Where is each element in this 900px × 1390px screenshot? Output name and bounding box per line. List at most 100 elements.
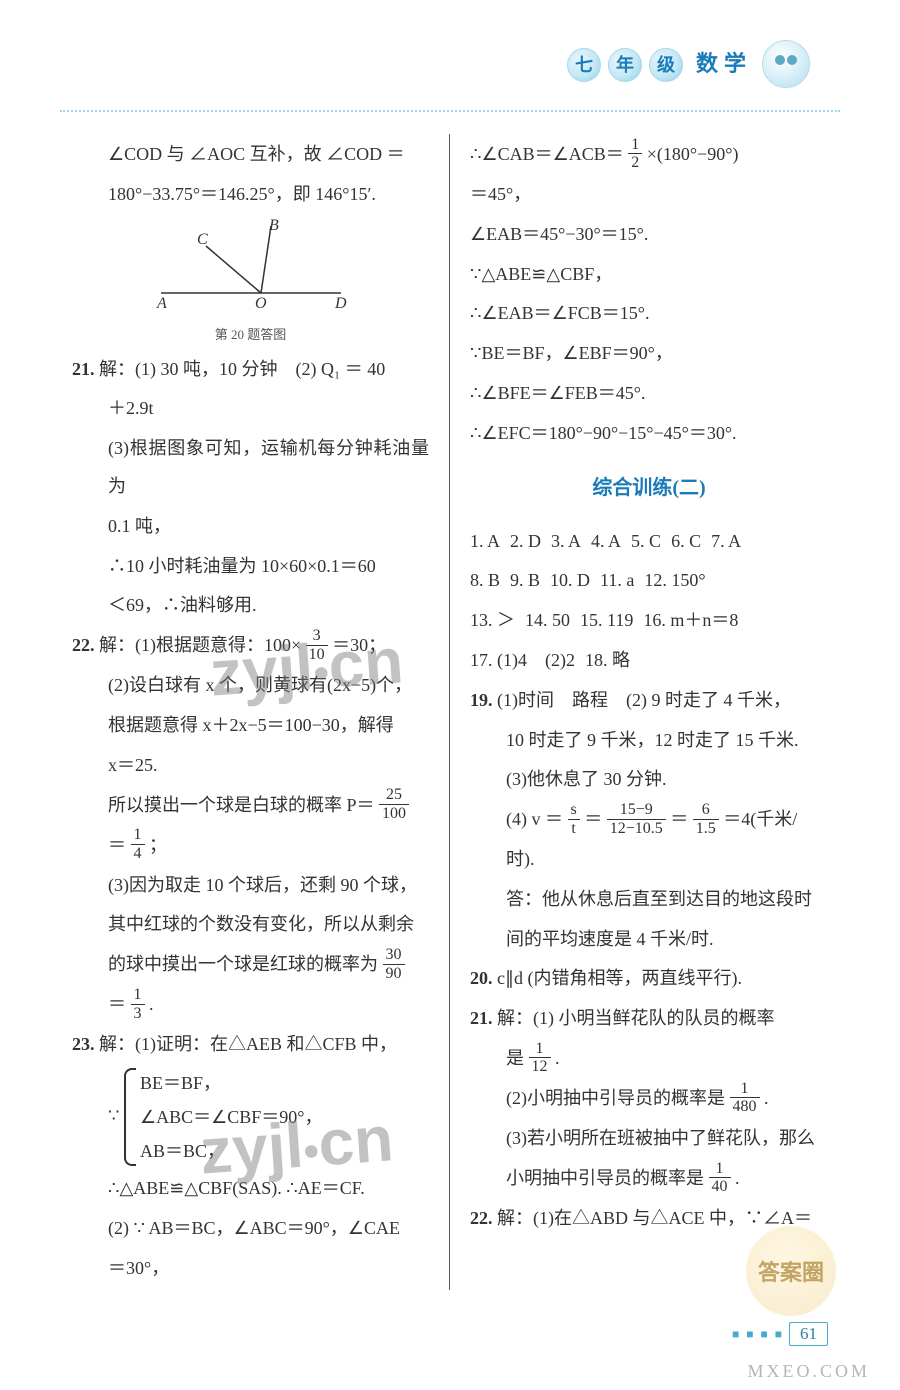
q21b: 是 112 . bbox=[470, 1040, 828, 1078]
fraction: 25100 bbox=[379, 786, 409, 822]
section-title: 综合训练(二) bbox=[470, 467, 828, 509]
text-line: 所以摸出一个球是白球的概率 P＝ bbox=[108, 795, 375, 815]
fraction: 140 bbox=[709, 1160, 731, 1196]
geometry-diagram: A C B O D 第 20 题答图 bbox=[72, 218, 429, 349]
text-line: x＝25. bbox=[72, 747, 429, 785]
fraction: 14 bbox=[131, 826, 145, 862]
text-line: ∴10 小时耗油量为 10×60×0.1＝60 bbox=[72, 548, 429, 586]
q-number: 21. bbox=[470, 1008, 493, 1028]
text-line: . bbox=[735, 1168, 740, 1188]
text-line: (3)因为取走 10 个球后，还剩 90 个球， bbox=[72, 867, 429, 905]
q-number: 23. bbox=[72, 1034, 95, 1054]
svg-text:D: D bbox=[334, 295, 347, 308]
grade-char-1: 七 bbox=[567, 48, 601, 82]
text-line: ∵BE＝BF，∠EBF＝90°， bbox=[470, 335, 828, 373]
text-line: (1)时间 路程 (2) 9 时走了 4 千米， bbox=[497, 690, 791, 710]
text-line: ∴△ABE≌△CBF(SAS). ∴AE＝CF. bbox=[72, 1170, 429, 1208]
answer-row-4: 17. (1)4 (2)218. 略 bbox=[470, 642, 828, 680]
svg-text:B: B bbox=[269, 218, 279, 234]
text-line: . bbox=[764, 1088, 769, 1108]
left-column: ∠COD 与 ∠AOC 互补，故 ∠COD ＝ 180°−33.75°＝146.… bbox=[60, 134, 450, 1290]
page-header: 七 年 级 数学 bbox=[60, 30, 840, 110]
text-line: ＝45°， bbox=[470, 176, 828, 214]
text-line: (3)他休息了 30 分钟. bbox=[470, 761, 828, 799]
diagram-caption: 第 20 题答图 bbox=[72, 321, 429, 348]
content-columns: ∠COD 与 ∠AOC 互补，故 ∠COD ＝ 180°−33.75°＝146.… bbox=[60, 134, 840, 1290]
text-line: 时). bbox=[470, 841, 828, 879]
text-line: 解：(1) 30 吨，10 分钟 (2) Q₁ ＝ 40 bbox=[99, 359, 385, 379]
text-line: ∠COD 与 ∠AOC 互补，故 ∠COD ＝ bbox=[72, 136, 429, 174]
r1: ∴∠CAB＝∠ACB＝ 12 ×(180°−90°) bbox=[470, 136, 828, 174]
fraction: 310 bbox=[306, 627, 328, 663]
grade-badge: 七 年 级 数学 bbox=[566, 46, 752, 82]
answer-row-3: 13. ＞14. 5015. 11916. m＋n＝8 bbox=[470, 602, 828, 640]
grade-char-3: 级 bbox=[649, 48, 683, 82]
cases-block: ∵ BE＝BF， ∠ABC＝∠CBF＝90°， AB＝BC， bbox=[72, 1066, 429, 1169]
grade-char-2: 年 bbox=[608, 48, 642, 82]
text-line: 是 bbox=[506, 1048, 524, 1068]
text-line: 解：(1)在△ABD 与△ACE 中，∵∠A＝ bbox=[497, 1208, 812, 1228]
q22f: ＝ 14 ； bbox=[72, 827, 429, 865]
text-line: (2)设白球有 x 个，则黄球有(2x−5)个， bbox=[72, 667, 429, 705]
text-line: ∴∠BFE＝∠FEB＝45°. bbox=[470, 375, 828, 413]
svg-text:C: C bbox=[197, 231, 208, 248]
text-line: (2)小明抽中引导员的概率是 bbox=[506, 1088, 725, 1108]
q19d: (4) v ＝ st ＝ 15−912−10.5 ＝ 61.5 ＝4(千米/ bbox=[470, 801, 828, 839]
text-line: ∠EAB＝45°−30°＝15°. bbox=[470, 216, 828, 254]
text-line: 180°−33.75°＝146.25°，即 146°15′. bbox=[72, 176, 429, 214]
text-line: (3)根据图象可知，运输机每分钟耗油量为 bbox=[72, 430, 429, 506]
mascot-icon bbox=[762, 40, 810, 88]
q22j: ＝ 13 . bbox=[72, 986, 429, 1024]
text-line: ＝4(千米/ bbox=[723, 809, 797, 829]
eq: ＝ bbox=[670, 809, 688, 829]
q20: 20. c∥d (内错角相等，两直线平行). bbox=[470, 960, 828, 998]
case-line: AB＝BC， bbox=[140, 1134, 323, 1168]
text-line: ∵△ABE≌△CBF， bbox=[470, 256, 828, 294]
fraction: 61.5 bbox=[693, 801, 719, 837]
text-line: ＜69，∴油料够用. bbox=[72, 587, 429, 625]
text-line: ＝30； bbox=[332, 635, 386, 655]
q22i: 的球中摸出一个球是红球的概率为 3090 bbox=[72, 946, 429, 984]
svg-text:O: O bbox=[255, 295, 267, 308]
answer-row-1: 1. A2. D3. A4. A5. C6. C7. A bbox=[470, 523, 828, 561]
text-line: 0.1 吨， bbox=[72, 508, 429, 546]
answer-row-2: 8. B9. B10. D11. a12. 150° bbox=[470, 562, 828, 600]
cases: BE＝BF， ∠ABC＝∠CBF＝90°， AB＝BC， bbox=[124, 1066, 323, 1169]
svg-text:A: A bbox=[156, 295, 167, 308]
text-line: ＋2.9t bbox=[72, 390, 429, 428]
text-line: 的球中摸出一个球是红球的概率为 bbox=[108, 954, 378, 974]
text-line: c∥d (内错角相等，两直线平行). bbox=[497, 968, 742, 988]
text-line: ∴∠CAB＝∠ACB＝ bbox=[470, 144, 624, 164]
text-line: (4) v ＝ bbox=[506, 809, 563, 829]
because-symbol: ∵ bbox=[108, 1105, 119, 1125]
header-divider bbox=[60, 110, 840, 116]
text-line: . bbox=[149, 994, 154, 1014]
case-line: BE＝BF， bbox=[140, 1066, 323, 1100]
right-column: ∴∠CAB＝∠ACB＝ 12 ×(180°−90°) ＝45°， ∠EAB＝45… bbox=[450, 134, 840, 1290]
text-line: 小明抽中引导员的概率是 bbox=[506, 1168, 704, 1188]
subject-label: 数学 bbox=[696, 46, 752, 78]
text-line: 解：(1) 小明当鲜花队的队员的概率 bbox=[497, 1008, 775, 1028]
text-line: 根据题意得 x＋2x−5＝100−30，解得 bbox=[72, 707, 429, 745]
text-line: ∴∠EAB＝∠FCB＝15°. bbox=[470, 295, 828, 333]
q-number: 21. bbox=[72, 359, 95, 379]
eq: ＝ bbox=[584, 809, 602, 829]
text-line: ＝ bbox=[108, 994, 126, 1014]
page: 七 年 级 数学 ∠COD 与 ∠AOC 互补，故 ∠COD ＝ 180°−33… bbox=[0, 0, 900, 1390]
fraction: 15−912−10.5 bbox=[607, 801, 666, 837]
q-number: 22. bbox=[470, 1208, 493, 1228]
text-line: . bbox=[555, 1048, 560, 1068]
text-line: 间的平均速度是 4 千米/时. bbox=[470, 921, 828, 959]
q21c: (2)小明抽中引导员的概率是 1480 . bbox=[470, 1080, 828, 1118]
text-line: ＝30°， bbox=[72, 1250, 429, 1288]
q22: 22. 解：(1)根据题意得：100× 310 ＝30； bbox=[72, 627, 429, 665]
q22: 22. 解：(1)在△ABD 与△ACE 中，∵∠A＝ bbox=[470, 1200, 828, 1238]
fraction: 112 bbox=[529, 1040, 551, 1076]
fraction: 13 bbox=[131, 986, 145, 1022]
page-number: 61 bbox=[789, 1322, 828, 1346]
decorative-squares: ■ ■ ■ ■ bbox=[732, 1327, 784, 1342]
text-line: ＝ bbox=[108, 835, 126, 855]
text-line: (2) ∵ AB＝BC，∠ABC＝90°，∠CAE bbox=[72, 1210, 429, 1248]
q21: 21. 解：(1) 小明当鲜花队的队员的概率 bbox=[470, 1000, 828, 1038]
q21: 21. 解：(1) 30 吨，10 分钟 (2) Q₁ ＝ 40 bbox=[72, 351, 429, 389]
